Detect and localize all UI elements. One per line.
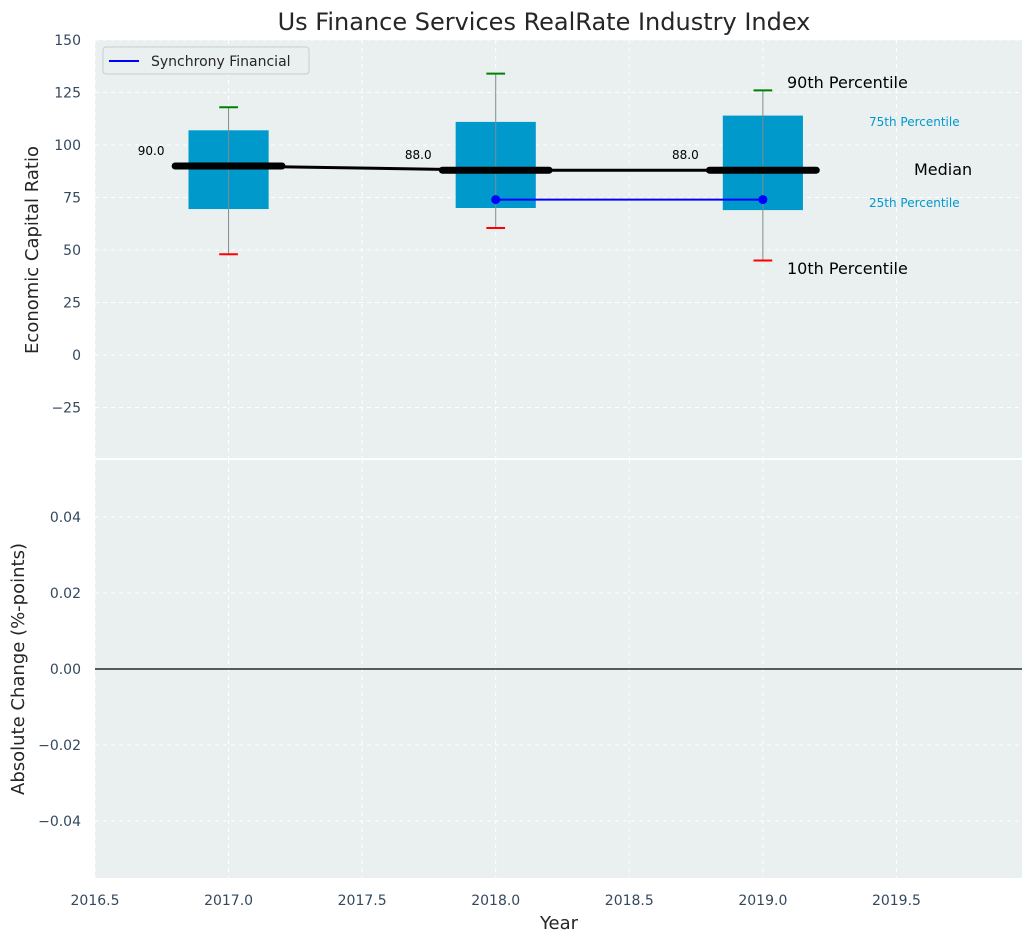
top-y-tick-label-0: −25	[51, 401, 81, 417]
x-tick-label-0: 2016.5	[71, 893, 120, 909]
annotation-10th-percentile: 10th Percentile	[787, 259, 908, 278]
x-tick-label-3: 2018.0	[471, 893, 520, 909]
annotation-25th-percentile: 25th Percentile	[869, 196, 960, 210]
top-y-tick-label-4: 75	[63, 191, 81, 207]
bottom-y-tick-label-2: 0.00	[50, 662, 81, 678]
series-point-synchrony-0	[491, 195, 501, 205]
annotation-75th-percentile: 75th Percentile	[869, 115, 960, 129]
legend: Synchrony Financial	[102, 46, 310, 75]
chart-title: Us Finance Services RealRate Industry In…	[278, 8, 811, 36]
legend-box	[102, 46, 310, 75]
bottom-y-tick-label-3: 0.02	[50, 586, 81, 602]
annotation-90th-percentile: 90th Percentile	[787, 73, 908, 92]
median-value-label-0: 90.0	[138, 144, 165, 158]
series-point-synchrony-1	[758, 195, 768, 205]
x-tick-label-6: 2019.5	[872, 893, 921, 909]
x-tick-label-2: 2017.5	[338, 893, 387, 909]
bottom-y-tick-label-1: −0.02	[38, 738, 81, 754]
median-value-label-2: 88.0	[672, 148, 699, 162]
bottom-y-tick-label-4: 0.04	[50, 510, 81, 526]
median-value-label-1: 88.0	[405, 148, 432, 162]
x-tick-label-5: 2019.0	[738, 893, 787, 909]
legend-label-synchrony: Synchrony Financial	[151, 54, 291, 70]
top-y-tick-label-1: 0	[72, 348, 81, 364]
bottom-y-axis-label: Absolute Change (%-points)	[8, 543, 29, 795]
top-y-tick-label-6: 125	[54, 86, 81, 102]
bottom-y-tick-label-0: −0.04	[38, 814, 81, 830]
top-y-tick-label-3: 50	[63, 243, 81, 259]
x-tick-label-1: 2017.0	[204, 893, 253, 909]
top-y-tick-label-7: 150	[54, 33, 81, 49]
top-y-tick-label-2: 25	[63, 296, 81, 312]
annotation-median: Median	[914, 160, 972, 179]
top-y-tick-label-5: 100	[54, 138, 81, 154]
x-axis-label: Year	[539, 913, 579, 934]
x-tick-label-4: 2018.5	[605, 893, 654, 909]
top-y-axis-label: Economic Capital Ratio	[22, 146, 43, 354]
